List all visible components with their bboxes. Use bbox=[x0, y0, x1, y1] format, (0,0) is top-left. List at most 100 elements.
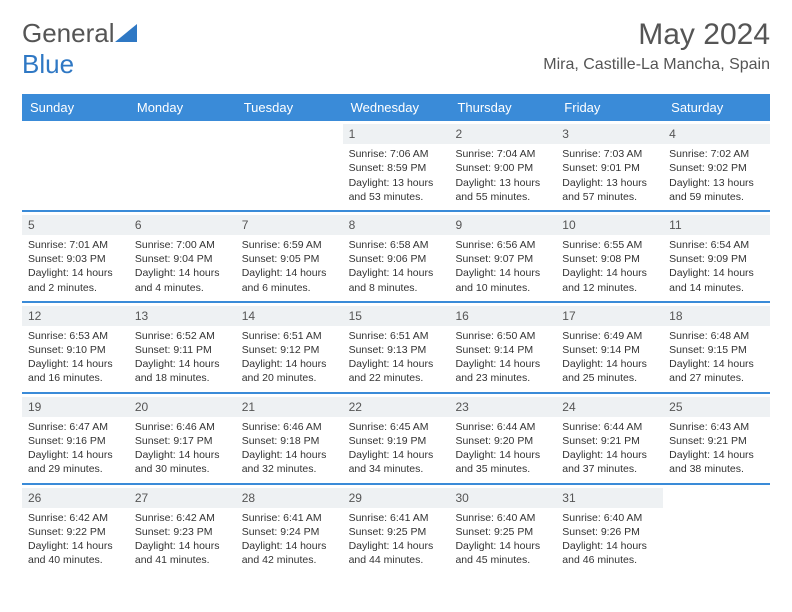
day-empty bbox=[22, 121, 129, 210]
day-empty bbox=[663, 485, 770, 574]
day-21: 21Sunrise: 6:46 AMSunset: 9:18 PMDayligh… bbox=[236, 394, 343, 483]
day-number: 16 bbox=[449, 306, 556, 326]
sunrise-text: Sunrise: 6:52 AM bbox=[135, 329, 230, 343]
sunrise-text: Sunrise: 7:03 AM bbox=[562, 147, 657, 161]
day-number: 10 bbox=[556, 215, 663, 235]
day-number bbox=[236, 124, 343, 128]
daylight-text: Daylight: 14 hours and 45 minutes. bbox=[455, 539, 550, 567]
day-number: 14 bbox=[236, 306, 343, 326]
day-number: 30 bbox=[449, 488, 556, 508]
daylight-text: Daylight: 14 hours and 37 minutes. bbox=[562, 448, 657, 476]
day-number: 5 bbox=[22, 215, 129, 235]
day-number: 18 bbox=[663, 306, 770, 326]
sunrise-text: Sunrise: 6:40 AM bbox=[455, 511, 550, 525]
sunset-text: Sunset: 9:10 PM bbox=[28, 343, 123, 357]
sunset-text: Sunset: 9:14 PM bbox=[562, 343, 657, 357]
day-29: 29Sunrise: 6:41 AMSunset: 9:25 PMDayligh… bbox=[343, 485, 450, 574]
sunrise-text: Sunrise: 6:47 AM bbox=[28, 420, 123, 434]
day-number: 2 bbox=[449, 124, 556, 144]
daylight-text: Daylight: 13 hours and 55 minutes. bbox=[455, 176, 550, 204]
sunset-text: Sunset: 9:18 PM bbox=[242, 434, 337, 448]
day-14: 14Sunrise: 6:51 AMSunset: 9:12 PMDayligh… bbox=[236, 303, 343, 392]
day-17: 17Sunrise: 6:49 AMSunset: 9:14 PMDayligh… bbox=[556, 303, 663, 392]
triangle-icon bbox=[115, 24, 137, 42]
daylight-text: Daylight: 14 hours and 14 minutes. bbox=[669, 266, 764, 294]
day-number: 13 bbox=[129, 306, 236, 326]
sunset-text: Sunset: 9:24 PM bbox=[242, 525, 337, 539]
day-2: 2Sunrise: 7:04 AMSunset: 9:00 PMDaylight… bbox=[449, 121, 556, 210]
daylight-text: Daylight: 14 hours and 46 minutes. bbox=[562, 539, 657, 567]
sunrise-text: Sunrise: 6:51 AM bbox=[242, 329, 337, 343]
daylight-text: Daylight: 14 hours and 42 minutes. bbox=[242, 539, 337, 567]
sunset-text: Sunset: 9:22 PM bbox=[28, 525, 123, 539]
daylight-text: Daylight: 13 hours and 59 minutes. bbox=[669, 176, 764, 204]
sunset-text: Sunset: 9:14 PM bbox=[455, 343, 550, 357]
day-number bbox=[663, 488, 770, 492]
day-3: 3Sunrise: 7:03 AMSunset: 9:01 PMDaylight… bbox=[556, 121, 663, 210]
sunset-text: Sunset: 9:23 PM bbox=[135, 525, 230, 539]
calendar-header-row: SundayMondayTuesdayWednesdayThursdayFrid… bbox=[22, 94, 770, 121]
sunrise-text: Sunrise: 6:54 AM bbox=[669, 238, 764, 252]
day-number: 26 bbox=[22, 488, 129, 508]
daylight-text: Daylight: 14 hours and 12 minutes. bbox=[562, 266, 657, 294]
sunset-text: Sunset: 9:26 PM bbox=[562, 525, 657, 539]
day-number: 28 bbox=[236, 488, 343, 508]
day-empty bbox=[236, 121, 343, 210]
day-number: 25 bbox=[663, 397, 770, 417]
day-22: 22Sunrise: 6:45 AMSunset: 9:19 PMDayligh… bbox=[343, 394, 450, 483]
sunset-text: Sunset: 9:20 PM bbox=[455, 434, 550, 448]
day-11: 11Sunrise: 6:54 AMSunset: 9:09 PMDayligh… bbox=[663, 212, 770, 301]
day-number: 27 bbox=[129, 488, 236, 508]
day-number: 11 bbox=[663, 215, 770, 235]
page-title: May 2024 bbox=[543, 18, 770, 52]
sunset-text: Sunset: 9:05 PM bbox=[242, 252, 337, 266]
sunset-text: Sunset: 9:02 PM bbox=[669, 161, 764, 175]
daylight-text: Daylight: 14 hours and 38 minutes. bbox=[669, 448, 764, 476]
daylight-text: Daylight: 14 hours and 18 minutes. bbox=[135, 357, 230, 385]
day-number: 4 bbox=[663, 124, 770, 144]
sunrise-text: Sunrise: 7:04 AM bbox=[455, 147, 550, 161]
daylight-text: Daylight: 14 hours and 44 minutes. bbox=[349, 539, 444, 567]
day-13: 13Sunrise: 6:52 AMSunset: 9:11 PMDayligh… bbox=[129, 303, 236, 392]
day-number: 9 bbox=[449, 215, 556, 235]
day-9: 9Sunrise: 6:56 AMSunset: 9:07 PMDaylight… bbox=[449, 212, 556, 301]
day-27: 27Sunrise: 6:42 AMSunset: 9:23 PMDayligh… bbox=[129, 485, 236, 574]
sunrise-text: Sunrise: 6:55 AM bbox=[562, 238, 657, 252]
sunrise-text: Sunrise: 6:43 AM bbox=[669, 420, 764, 434]
week-row: 26Sunrise: 6:42 AMSunset: 9:22 PMDayligh… bbox=[22, 483, 770, 574]
calendar-body: 1Sunrise: 7:06 AMSunset: 8:59 PMDaylight… bbox=[22, 121, 770, 573]
sunrise-text: Sunrise: 6:41 AM bbox=[349, 511, 444, 525]
day-number: 7 bbox=[236, 215, 343, 235]
day-25: 25 Sunrise: 6:43 AMSunset: 9:21 PMDayligh… bbox=[663, 394, 770, 483]
day-number: 31 bbox=[556, 488, 663, 508]
day-12: 12Sunrise: 6:53 AMSunset: 9:10 PMDayligh… bbox=[22, 303, 129, 392]
sunset-text: Sunset: 9:08 PM bbox=[562, 252, 657, 266]
day-number: 29 bbox=[343, 488, 450, 508]
day-number: 8 bbox=[343, 215, 450, 235]
dow-sunday: Sunday bbox=[22, 94, 129, 121]
sunset-text: Sunset: 9:21 PM bbox=[669, 434, 764, 448]
sunrise-text: Sunrise: 7:06 AM bbox=[349, 147, 444, 161]
sunrise-text: Sunrise: 6:40 AM bbox=[562, 511, 657, 525]
sunset-text: Sunset: 9:01 PM bbox=[562, 161, 657, 175]
daylight-text: Daylight: 14 hours and 35 minutes. bbox=[455, 448, 550, 476]
sunrise-text: Sunrise: 6:58 AM bbox=[349, 238, 444, 252]
sunset-text: Sunset: 9:04 PM bbox=[135, 252, 230, 266]
sunset-text: Sunset: 9:16 PM bbox=[28, 434, 123, 448]
daylight-text: Daylight: 14 hours and 10 minutes. bbox=[455, 266, 550, 294]
daylight-text: Daylight: 13 hours and 57 minutes. bbox=[562, 176, 657, 204]
sunset-text: Sunset: 9:15 PM bbox=[669, 343, 764, 357]
sunrise-text: Sunrise: 6:53 AM bbox=[28, 329, 123, 343]
day-24: 24Sunrise: 6:44 AMSunset: 9:21 PMDayligh… bbox=[556, 394, 663, 483]
week-row: 19 Sunrise: 6:47 AMSunset: 9:16 PM Dayligh… bbox=[22, 392, 770, 483]
brand-name: General Blue bbox=[22, 18, 137, 80]
day-number: 12 bbox=[22, 306, 129, 326]
sunrise-text: Sunrise: 7:00 AM bbox=[135, 238, 230, 252]
daylight-text: Daylight: 14 hours and 20 minutes. bbox=[242, 357, 337, 385]
day-number: 15 bbox=[343, 306, 450, 326]
day-number: 19 bbox=[22, 397, 129, 417]
dow-tuesday: Tuesday bbox=[236, 94, 343, 121]
day-number: 17 bbox=[556, 306, 663, 326]
sunrise-text: Sunrise: 6:48 AM bbox=[669, 329, 764, 343]
day-10: 10 Sunrise: 6:55 AMSunset: 9:08 PMDayligh… bbox=[556, 212, 663, 301]
